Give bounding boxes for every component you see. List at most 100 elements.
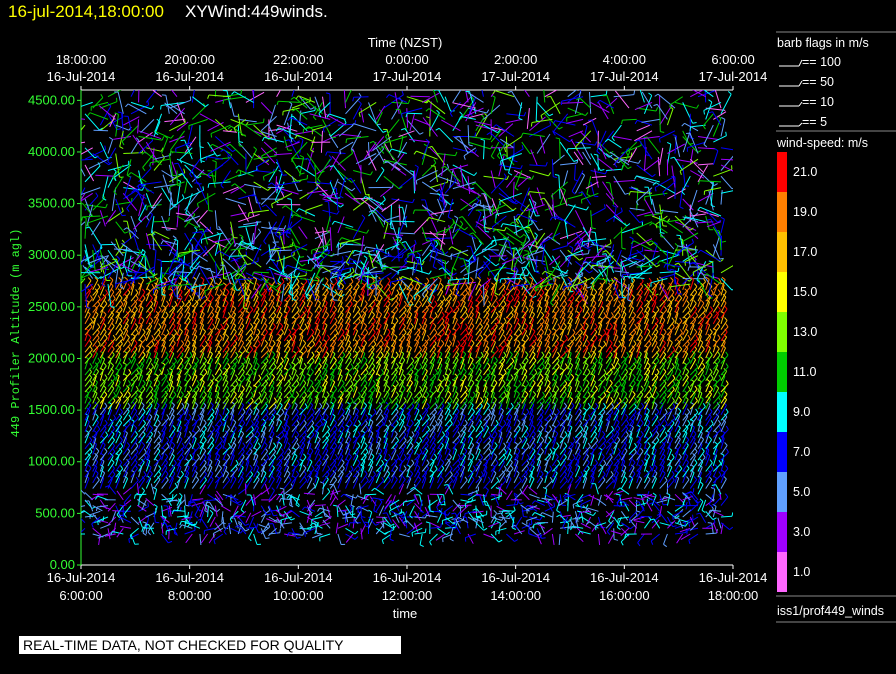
wind-barb-flag	[179, 521, 182, 526]
wind-barb	[153, 434, 161, 444]
wind-barb	[184, 330, 189, 342]
wind-barb	[191, 370, 197, 381]
wind-barb-layer	[70, 90, 733, 548]
wind-barb	[207, 387, 213, 398]
wind-barb	[268, 366, 277, 376]
wind-barb	[238, 194, 255, 200]
wind-barb	[283, 510, 292, 521]
wind-barb	[214, 467, 223, 478]
wind-barb	[191, 170, 199, 185]
top-axis-label: Time (NZST)	[368, 35, 443, 50]
wind-barb	[250, 283, 262, 299]
wind-barb	[130, 302, 138, 313]
wind-barb	[153, 183, 176, 189]
wind-barb	[260, 147, 276, 164]
wind-barb	[184, 529, 196, 535]
wind-barb	[159, 267, 163, 282]
wind-barb	[244, 483, 247, 495]
wind-barb-flag	[349, 419, 353, 424]
wind-barb	[97, 505, 109, 508]
wind-barb-flag	[284, 264, 288, 269]
wind-barb	[291, 404, 298, 416]
wind-barb-flag	[378, 311, 383, 315]
wind-barb	[161, 296, 166, 307]
wind-barb	[284, 275, 307, 279]
wind-barb	[214, 392, 220, 404]
wind-barb-flag	[389, 505, 392, 510]
wind-barb	[268, 343, 276, 353]
wind-barb	[207, 505, 209, 518]
wind-barb	[191, 319, 197, 330]
wind-barb	[230, 365, 237, 376]
wind-barb	[176, 348, 184, 359]
wind-barb	[220, 170, 232, 186]
wind-barb-flag	[195, 356, 200, 361]
wind-barb	[161, 388, 169, 399]
wind-barb	[81, 505, 86, 508]
wind-barb	[84, 204, 106, 209]
wind-barb-flag	[250, 323, 254, 327]
wind-barb-flag	[248, 526, 253, 530]
wind-barb	[84, 478, 90, 489]
wind-barb	[127, 271, 147, 274]
wind-barb-flag	[119, 317, 123, 321]
wind-barb-flag	[172, 424, 176, 429]
wind-barb-flag	[157, 419, 161, 424]
wind-barb-flag	[105, 203, 108, 208]
wind-barb	[138, 319, 145, 330]
wind-barb	[161, 440, 170, 450]
wind-barb-flag	[156, 286, 161, 290]
wind-barb	[260, 450, 269, 461]
wind-barb-flag	[296, 283, 300, 288]
wind-barb	[245, 272, 262, 282]
wind-barb	[184, 179, 188, 194]
wind-barb-flag	[296, 536, 301, 539]
wind-barb	[260, 343, 269, 353]
wind-barb	[276, 478, 282, 489]
wind-barb	[281, 494, 285, 506]
wind-barb	[222, 302, 229, 313]
wind-barb	[305, 204, 323, 211]
wind-barb	[115, 269, 119, 285]
wind-barb-flag	[226, 143, 231, 147]
wind-barb-flag	[238, 350, 243, 354]
wind-barb	[260, 466, 265, 478]
bottom-tick-time: 10:00:00	[273, 588, 324, 603]
wind-barb	[276, 444, 283, 455]
wind-barb	[184, 389, 193, 399]
wind-barb	[245, 473, 254, 484]
wind-barb	[123, 493, 132, 504]
wind-barb	[380, 187, 392, 197]
wind-barb-flag	[195, 476, 200, 481]
wind-barb-flag	[288, 476, 292, 481]
wind-barb	[145, 343, 155, 353]
wind-barb-flag	[73, 534, 74, 538]
wind-barb	[107, 171, 117, 188]
wind-barb	[260, 245, 277, 257]
wind-barb	[115, 450, 123, 461]
wind-barb-flag	[252, 276, 257, 280]
wind-barb	[153, 157, 165, 171]
wind-barb-flag	[277, 282, 282, 286]
wind-barb-flag	[256, 221, 259, 226]
wind-barb	[199, 422, 207, 433]
wind-barb-flag	[272, 305, 277, 310]
wind-barb	[207, 433, 214, 444]
wind-barb	[360, 528, 363, 540]
wind-barb	[207, 156, 223, 160]
wind-barb	[153, 392, 158, 404]
wind-barb	[276, 90, 282, 97]
wind-barb	[176, 415, 183, 427]
wind-barb	[184, 139, 193, 160]
wind-barb	[196, 209, 208, 223]
wind-barb	[314, 449, 320, 461]
wind-barb	[237, 461, 244, 472]
wind-barb	[136, 504, 147, 512]
wind-barb-flag	[192, 458, 197, 462]
wind-barb	[161, 324, 167, 336]
wind-barb-flag	[70, 161, 71, 165]
wind-barb	[138, 181, 162, 186]
wind-barb	[274, 176, 278, 192]
wind-barb	[84, 432, 90, 444]
wind-barb	[153, 326, 162, 336]
